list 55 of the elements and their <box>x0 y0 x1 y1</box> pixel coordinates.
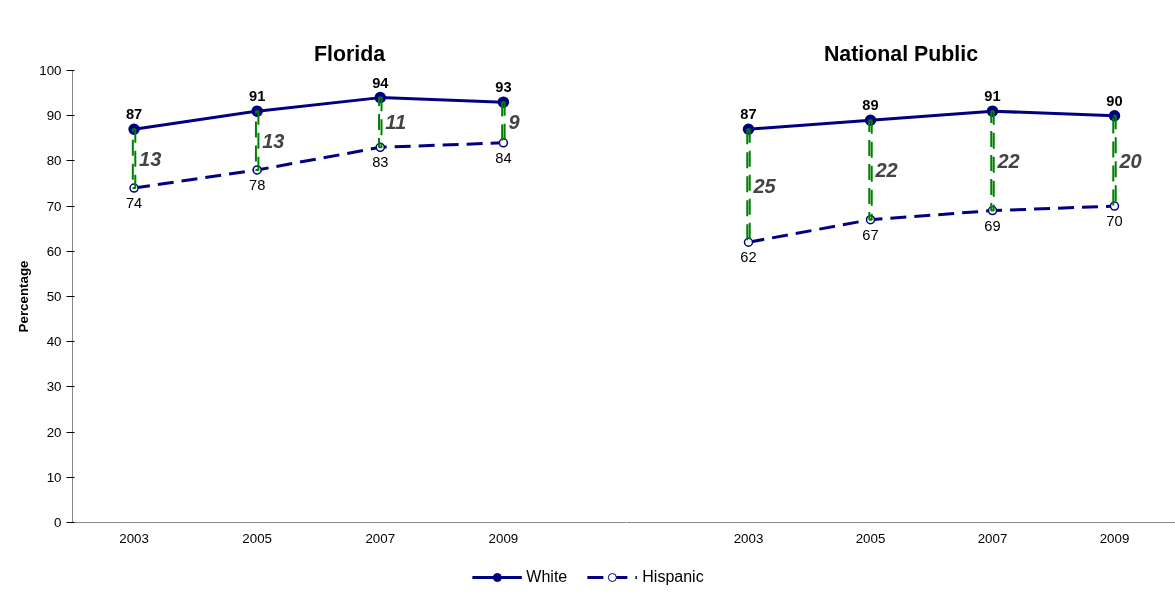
y-tick-label: 90 <box>46 108 62 124</box>
data-label: 25 <box>752 174 777 197</box>
x-tick-label: 2007 <box>365 530 396 546</box>
data-label: 22 <box>874 158 898 181</box>
data-label: 9 <box>508 111 521 134</box>
data-label: 22 <box>996 149 1020 172</box>
data-label: 11 <box>385 111 407 134</box>
y-tick-label: 50 <box>46 289 62 304</box>
data-label: 90 <box>1106 92 1123 109</box>
data-label: 13 <box>262 129 285 152</box>
bar <box>868 119 873 221</box>
x-tick-label: 2003 <box>119 530 149 546</box>
y-tick-label: 100 <box>39 63 62 78</box>
data-label: 78 <box>249 176 266 193</box>
bar <box>131 128 137 190</box>
legend-label: White <box>526 568 568 586</box>
x-tick-label: 2009 <box>488 530 519 546</box>
y-axis-title: Percentage <box>16 260 32 333</box>
data-label: 70 <box>1106 213 1123 230</box>
data-label: 87 <box>125 106 143 123</box>
y-tick-label: 40 <box>46 334 62 350</box>
y-tick-label: 10 <box>46 469 62 485</box>
bar <box>990 110 995 212</box>
bar <box>1112 114 1117 208</box>
x-tick-label: 2003 <box>733 530 764 546</box>
y-tick-label: 30 <box>46 379 62 395</box>
x-tick-label: 2009 <box>1099 530 1130 546</box>
data-label: 93 <box>495 79 512 96</box>
data-label: 91 <box>984 88 1001 105</box>
data-label: 69 <box>984 217 1001 234</box>
legend-label: Hispanic <box>642 568 704 586</box>
data-label: 84 <box>495 149 512 166</box>
data-label: 94 <box>372 74 390 91</box>
data-label: 91 <box>249 88 266 105</box>
y-tick-label: 20 <box>46 424 62 440</box>
data-label: 20 <box>1118 149 1142 172</box>
y-tick-label: 80 <box>46 153 62 169</box>
data-label: 13 <box>139 147 162 170</box>
x-tick-label: 2005 <box>855 530 886 546</box>
chart-title: Florida <box>313 41 386 66</box>
y-tick-label: 60 <box>46 243 62 259</box>
data-label: 74 <box>125 195 143 212</box>
data-label: 83 <box>372 154 389 171</box>
y-tick-label: 0 <box>54 515 62 530</box>
data-label: 62 <box>740 249 757 266</box>
y-tick-label: 70 <box>46 198 62 214</box>
x-tick-label: 2005 <box>242 530 272 546</box>
data-label: 67 <box>862 226 879 243</box>
bar <box>378 96 383 149</box>
chart-title: National Public <box>823 41 979 66</box>
x-tick-label: 2007 <box>977 530 1008 546</box>
data-label: 87 <box>740 106 757 123</box>
point <box>743 237 754 247</box>
data-label: 89 <box>862 97 879 114</box>
bar <box>254 110 260 171</box>
